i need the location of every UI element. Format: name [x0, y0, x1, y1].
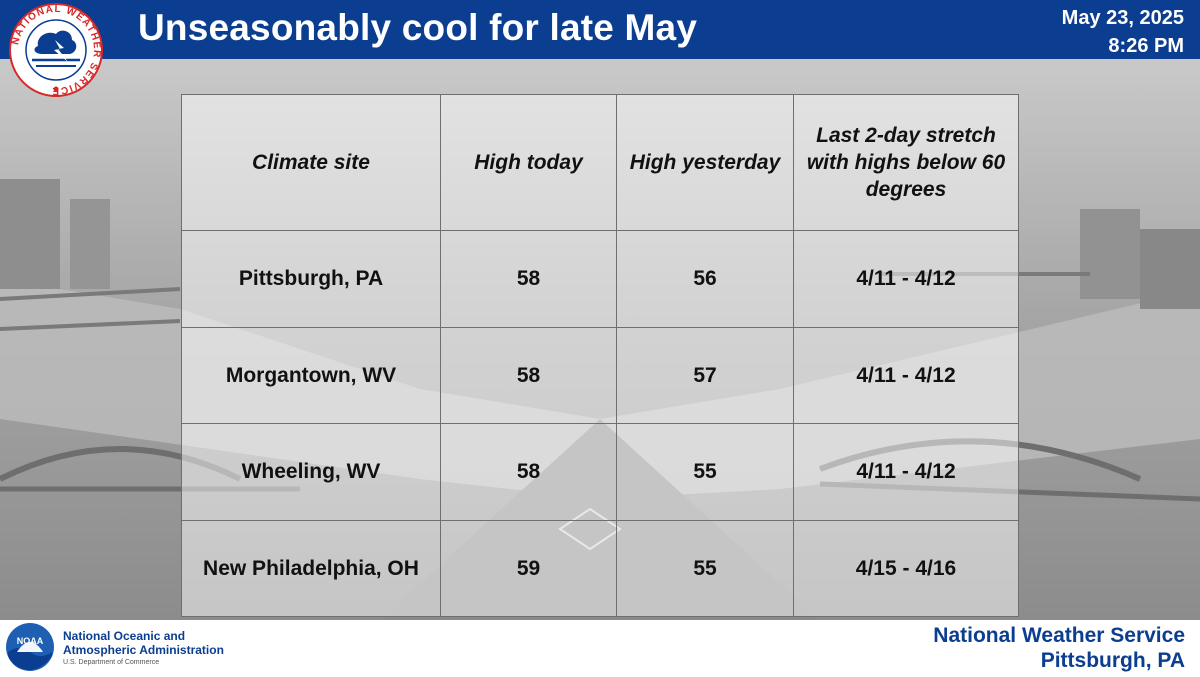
cell-site: New Philadelphia, OH	[181, 519, 441, 617]
date-text: May 23, 2025	[1061, 7, 1184, 29]
cell-high-yesterday: 55	[616, 519, 794, 617]
cell-high-today: 58	[440, 326, 617, 424]
cell-stretch: 4/15 - 4/16	[793, 519, 1019, 617]
column-header-site: Climate site	[181, 94, 441, 231]
cell-site: Morgantown, WV	[181, 326, 441, 424]
column-header-high-today: High today	[440, 94, 617, 231]
department-text: U.S. Department of Commerce	[63, 659, 160, 666]
climate-table: Climate site High today High yesterday L…	[181, 94, 1019, 617]
noaa-logo-text: NOAA	[17, 636, 44, 646]
office-name: National Weather Service Pittsburgh, PA	[933, 623, 1185, 673]
climate-table-container: Climate site High today High yesterday L…	[181, 94, 1019, 617]
office-line-1: National Weather Service	[933, 624, 1185, 647]
timestamp: May 23, 2025 8:26 PM	[1062, 4, 1184, 60]
table-row: Pittsburgh, PA 58 56 4/11 - 4/12	[181, 230, 1019, 328]
column-header-high-yesterday: High yesterday	[616, 94, 794, 231]
cell-high-yesterday: 57	[616, 326, 794, 424]
time-text: 8:26 PM	[1108, 35, 1184, 57]
cell-stretch: 4/11 - 4/12	[793, 230, 1019, 328]
cell-high-today: 59	[440, 519, 617, 617]
cell-high-yesterday: 56	[616, 230, 794, 328]
column-header-stretch: Last 2-day stretch with highs below 60 d…	[793, 94, 1019, 231]
cell-site: Pittsburgh, PA	[181, 230, 441, 328]
noaa-logo-icon: NOAA	[5, 622, 55, 672]
table-header-row: Climate site High today High yesterday L…	[181, 94, 1019, 231]
noaa-agency-name: National Oceanic and Atmospheric Adminis…	[63, 629, 224, 669]
page-title: Unseasonably cool for late May	[138, 7, 698, 48]
table-row: Wheeling, WV 58 55 4/11 - 4/12	[181, 423, 1019, 521]
cell-high-today: 58	[440, 423, 617, 521]
office-line-2: Pittsburgh, PA	[1040, 649, 1185, 672]
cell-stretch: 4/11 - 4/12	[793, 423, 1019, 521]
nws-logo-icon: NATIONAL WEATHER SERVICE	[8, 2, 104, 98]
table-row: New Philadelphia, OH 59 55 4/15 - 4/16	[181, 519, 1019, 617]
header-bar: Unseasonably cool for late May May 23, 2…	[0, 0, 1200, 59]
footer-bar: NOAA National Oceanic and Atmospheric Ad…	[0, 620, 1200, 675]
cell-high-yesterday: 55	[616, 423, 794, 521]
table-row: Morgantown, WV 58 57 4/11 - 4/12	[181, 326, 1019, 424]
cell-high-today: 58	[440, 230, 617, 328]
agency-line-1: National Oceanic and	[63, 629, 186, 643]
cell-site: Wheeling, WV	[181, 423, 441, 521]
cell-stretch: 4/11 - 4/12	[793, 326, 1019, 424]
agency-line-2: Atmospheric Administration	[63, 643, 224, 657]
